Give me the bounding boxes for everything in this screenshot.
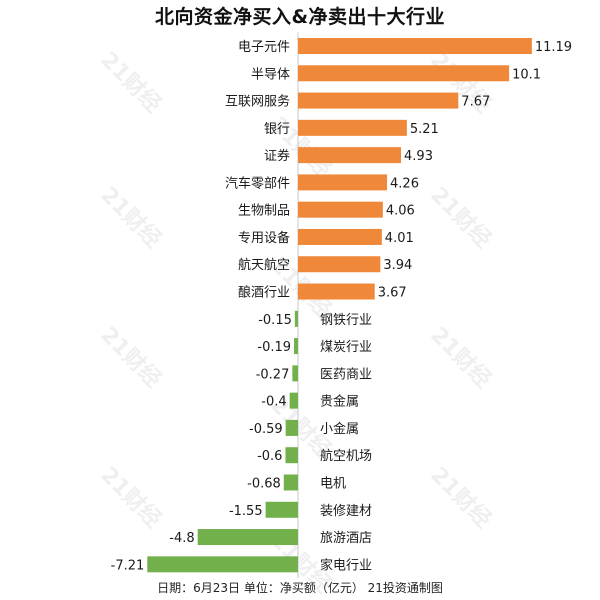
- value-label: 4.01: [385, 231, 414, 246]
- value-label: 7.67: [461, 95, 490, 110]
- value-label: -0.27: [256, 367, 290, 382]
- bar: [298, 201, 383, 218]
- value-label: -0.68: [247, 476, 281, 491]
- value-label: 10.1: [512, 67, 541, 82]
- category-label: 医药商业: [320, 367, 372, 382]
- value-label: -0.15: [258, 313, 292, 328]
- bar: [298, 119, 407, 136]
- category-label: 酿酒行业: [238, 285, 290, 301]
- category-label: 电机: [320, 476, 346, 491]
- footer-note: 日期：6月23日 单位：净买额（亿元） 21投资通制图: [157, 581, 443, 595]
- category-label: 专用设备: [238, 230, 290, 246]
- bar: [298, 38, 532, 54]
- value-label: -4.8: [169, 531, 194, 546]
- value-label: -1.55: [229, 504, 263, 519]
- category-label: 航空机场: [320, 448, 372, 464]
- bar: [298, 174, 388, 191]
- value-label: 3.67: [378, 286, 407, 301]
- value-label: -0.6: [257, 449, 282, 464]
- category-label: 贵金属: [320, 394, 359, 410]
- bar: [298, 256, 381, 273]
- bar: [292, 365, 298, 382]
- category-label: 银行: [264, 122, 290, 137]
- bar: [298, 283, 375, 300]
- value-label: 3.94: [383, 258, 412, 273]
- category-label: 证券: [264, 148, 290, 164]
- bar: [298, 147, 402, 164]
- value-label: -0.4: [261, 395, 286, 410]
- category-label: 航天航空: [238, 257, 290, 273]
- value-label: -0.59: [249, 422, 283, 437]
- category-label: 电子元件: [238, 40, 290, 55]
- bar: [294, 338, 298, 355]
- category-label: 装修建材: [320, 504, 372, 519]
- value-label: 5.21: [410, 122, 439, 137]
- category-label: 汽车零部件: [225, 175, 290, 191]
- bar: [289, 392, 298, 409]
- value-label: 4.93: [404, 149, 433, 164]
- value-label: -7.21: [111, 558, 145, 573]
- category-label: 煤炭行业: [320, 340, 372, 355]
- bar: [298, 65, 510, 82]
- bar: [283, 474, 298, 491]
- value-label: 11.19: [535, 40, 572, 55]
- category-label: 互联网服务: [225, 94, 290, 110]
- category-label: 生物制品: [238, 204, 290, 219]
- category-label: 钢铁行业: [320, 313, 372, 328]
- bar: [294, 310, 298, 327]
- bar: [285, 447, 298, 464]
- category-label: 小金属: [320, 421, 359, 437]
- value-label: 4.26: [390, 176, 419, 191]
- bar: [147, 556, 298, 573]
- category-label: 半导体: [251, 67, 290, 82]
- bar: [298, 228, 382, 245]
- category-label: 旅游酒店: [320, 531, 372, 546]
- bar: [265, 501, 298, 518]
- bar: [285, 419, 298, 436]
- value-label: -0.19: [257, 340, 291, 355]
- chart-title: 北向资金净买入&净卖出十大行业: [154, 6, 446, 28]
- bar: [197, 529, 298, 546]
- value-label: 4.06: [386, 204, 415, 219]
- category-label: 家电行业: [320, 557, 372, 573]
- bar: [298, 92, 459, 109]
